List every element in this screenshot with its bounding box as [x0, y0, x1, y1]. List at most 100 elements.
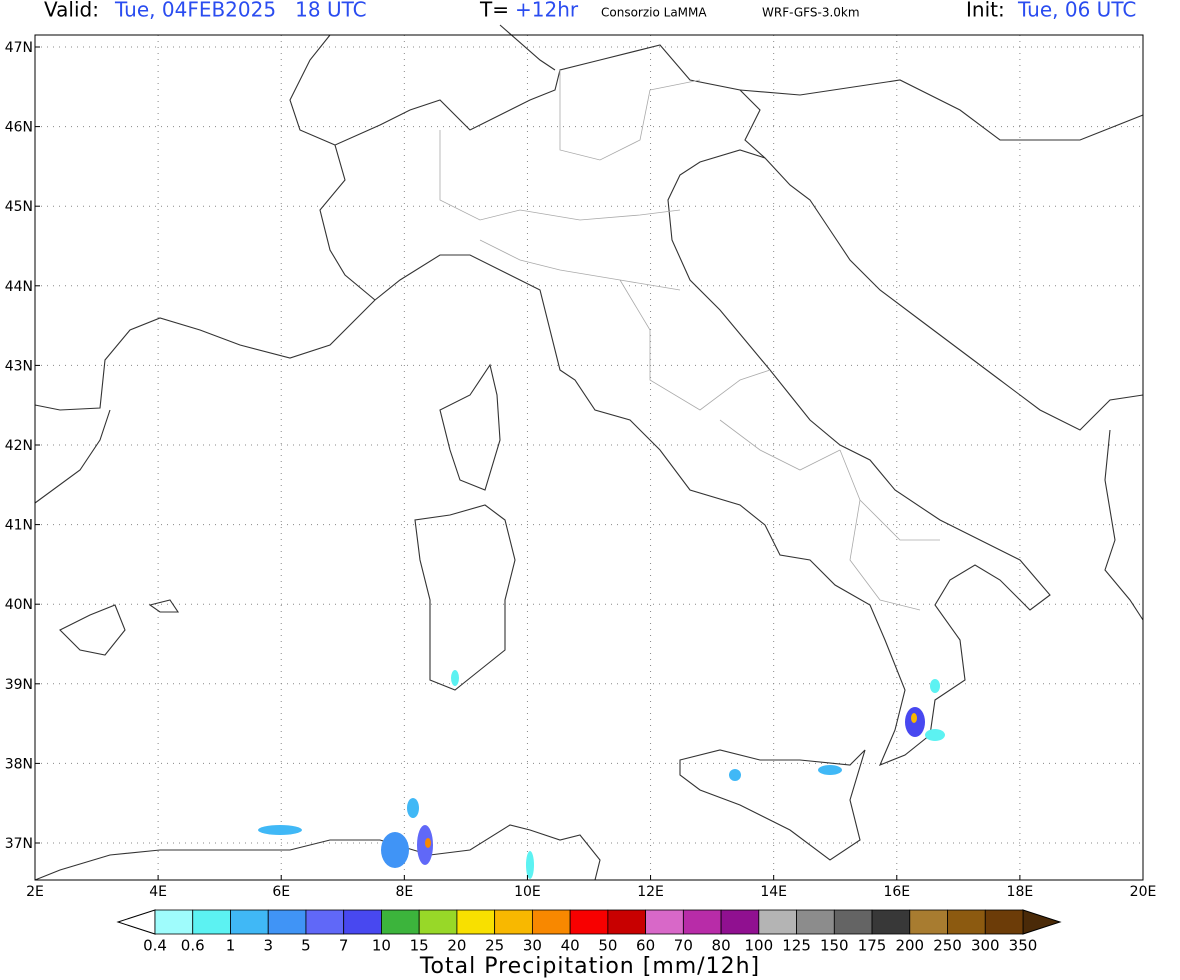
lon-label: 8E — [395, 884, 413, 900]
lat-label: 45N — [5, 199, 33, 215]
colorbar-box — [531, 909, 571, 935]
lon-label: 16E — [883, 884, 910, 900]
coastline — [34, 149, 1144, 767]
colorbar-box — [267, 909, 307, 935]
colorbar-box — [154, 909, 194, 935]
colorbar-box — [192, 909, 231, 935]
colorbar-box — [230, 909, 269, 935]
colorbar-label: 150 — [820, 937, 849, 955]
precip-area — [925, 729, 945, 741]
colorbar-label: 125 — [782, 937, 811, 955]
colorbar-box — [456, 909, 496, 935]
precip-area — [417, 825, 433, 865]
colorbar-label: 70 — [674, 937, 693, 955]
map-frame — [34, 34, 1144, 881]
lat-label: 44N — [5, 279, 33, 295]
colorbar-label: 350 — [1009, 937, 1038, 955]
step: +12hr — [515, 0, 579, 22]
colorbar-under — [116, 909, 156, 935]
border — [289, 24, 1144, 146]
precip-area — [911, 713, 917, 723]
lon-label: 2E — [26, 884, 44, 900]
colorbar-label: 10 — [372, 937, 391, 955]
colorbar-box — [569, 909, 609, 935]
lon-label: 4E — [149, 884, 167, 900]
colorbar-box — [796, 909, 835, 935]
colorbar-box — [418, 909, 458, 935]
precip-area — [425, 838, 431, 848]
colorbar-label: 0.4 — [143, 937, 167, 955]
precip-area — [451, 670, 459, 686]
lat-label: 37N — [5, 836, 33, 852]
colorbar-label: 100 — [745, 937, 774, 955]
init-time: Tue, 06 UTC — [1017, 0, 1136, 22]
colorbar-box — [871, 909, 911, 935]
precipitation — [258, 670, 945, 879]
coastlines — [34, 24, 1144, 881]
precip-area — [930, 679, 940, 693]
lon-label: 6E — [272, 884, 290, 900]
source: Consorzio LaMMA — [601, 6, 707, 20]
coastline — [34, 409, 111, 504]
precip-area — [818, 765, 842, 775]
colorbar-label: 250 — [933, 937, 962, 955]
colorbar-box — [494, 909, 533, 935]
colorbar-label: 60 — [636, 937, 655, 955]
lon-label: 20E — [1130, 884, 1157, 900]
axes: 47N 46N 45N 44N 43N 42N 41N 40N 39N 38N 37N 2E 4E 6E 8… — [5, 40, 1157, 900]
colorbar-box — [682, 909, 722, 935]
colorbar-box — [305, 909, 345, 935]
model: WRF-GFS-3.0km — [762, 6, 860, 20]
colorbar-label: 175 — [858, 937, 887, 955]
colorbar-box — [833, 909, 873, 935]
lat-label: 40N — [5, 597, 33, 613]
sardinia — [414, 504, 516, 691]
colorbar-label: 3 — [263, 937, 273, 955]
init-label: Init: — [966, 0, 1005, 22]
lat-label: 42N — [5, 438, 33, 454]
lon-label: 10E — [514, 884, 541, 900]
colorbar-label: 30 — [523, 937, 542, 955]
colorbar-label: 80 — [712, 937, 731, 955]
border — [319, 44, 766, 301]
lat-label: 46N — [5, 120, 33, 136]
colorbar-label: 200 — [895, 937, 924, 955]
colorbar-box — [343, 909, 382, 935]
lat-label: 39N — [5, 677, 33, 693]
regional-borders — [439, 70, 940, 611]
colorbar-box — [947, 909, 986, 935]
precip-area — [407, 798, 419, 818]
header: Valid: Tue, 04FEB2025 18 UTC T= +12hr Co… — [44, 0, 1136, 22]
colorbar-label: 300 — [971, 937, 1000, 955]
sicily — [679, 749, 866, 861]
lat-label: 47N — [5, 40, 33, 56]
colorbar-box — [758, 909, 797, 935]
colorbar-label: 7 — [339, 937, 349, 955]
balearics — [59, 599, 180, 656]
colorbar-label: 1 — [226, 937, 236, 955]
step-label: T= — [479, 0, 509, 22]
lon-label: 14E — [760, 884, 787, 900]
lat-label: 43N — [5, 358, 33, 374]
valid-time: Tue, 04FEB2025 18 UTC — [114, 0, 367, 22]
colorbar-box — [909, 909, 948, 935]
graticule — [35, 35, 1143, 880]
lat-label: 38N — [5, 756, 33, 772]
precip-area — [381, 832, 409, 868]
colorbar-label: 5 — [301, 937, 311, 955]
colorbar-box — [607, 909, 647, 935]
valid-label: Valid: — [44, 0, 99, 22]
colorbar-label: 40 — [561, 937, 580, 955]
lon-label: 18E — [1007, 884, 1034, 900]
precip-area — [258, 825, 302, 835]
colorbar-box — [720, 909, 760, 935]
precip-area — [729, 769, 741, 781]
precip-area — [526, 851, 534, 879]
colorbar-box — [984, 909, 1024, 935]
lon-label: 12E — [637, 884, 664, 900]
coastline — [1104, 429, 1144, 621]
colorbar-label: 0.6 — [181, 937, 205, 955]
lat-label: 41N — [5, 518, 33, 534]
corsica — [439, 363, 501, 491]
